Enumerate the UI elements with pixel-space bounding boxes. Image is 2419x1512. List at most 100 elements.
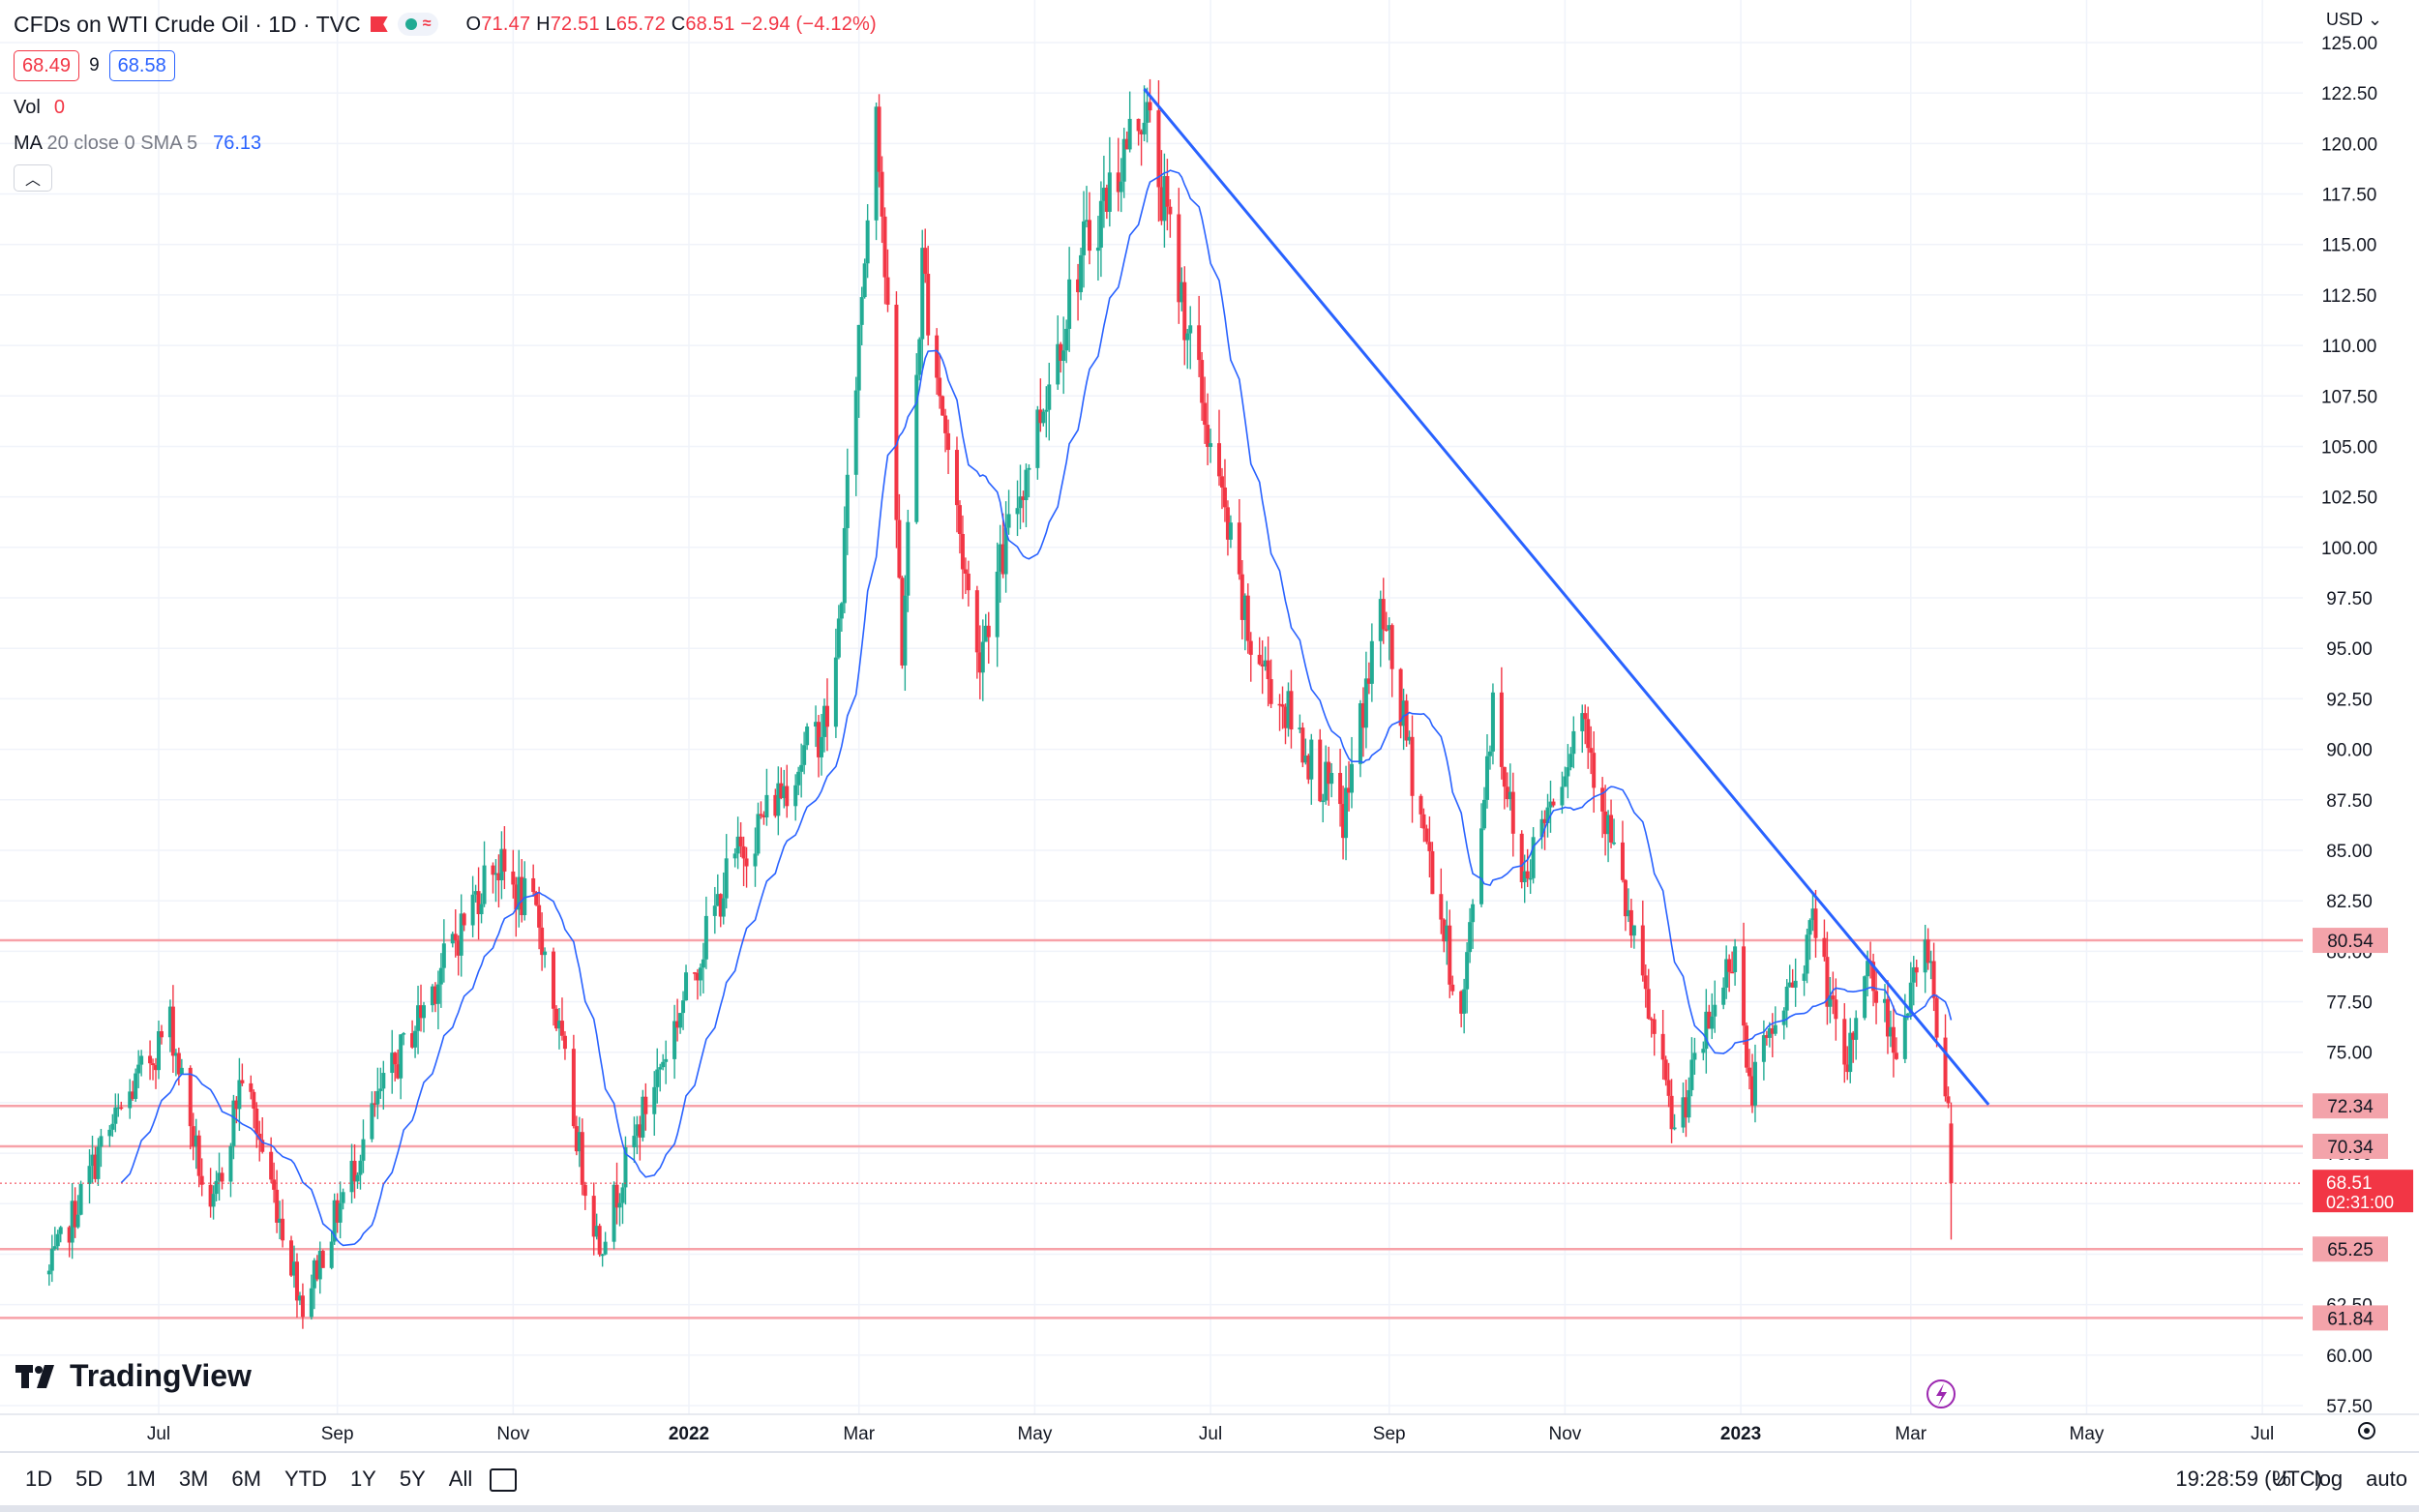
candle <box>297 1291 302 1306</box>
axis-tool-percent[interactable]: % <box>2272 1467 2291 1491</box>
price-tick: 57.50 <box>2326 1397 2373 1417</box>
candle <box>194 1118 198 1170</box>
time-tick: Jul <box>2251 1424 2274 1444</box>
axis-tool-auto[interactable]: auto <box>2366 1467 2407 1491</box>
candle <box>1079 247 1084 301</box>
candle <box>154 1057 159 1089</box>
lightning-icon[interactable] <box>1926 1379 1956 1408</box>
timeframe-3m[interactable]: 3M <box>178 1467 209 1491</box>
flag-icon[interactable] <box>370 16 388 32</box>
candle <box>782 769 787 809</box>
settings-icon[interactable] <box>2358 1422 2375 1439</box>
candle <box>1851 1030 1856 1063</box>
candle <box>73 1187 77 1238</box>
candle <box>799 743 804 798</box>
price-tick: 90.00 <box>2326 741 2373 761</box>
collapse-legend-button[interactable]: ︿ <box>14 164 52 192</box>
market-open-dot-icon <box>404 18 417 30</box>
candle <box>1064 319 1069 364</box>
market-status-pill[interactable]: ≈ <box>397 13 439 36</box>
buy-price-button[interactable]: 68.58 <box>108 50 175 81</box>
sell-price-button[interactable]: 68.49 <box>14 50 80 81</box>
candle <box>1378 590 1383 667</box>
candle <box>856 324 861 418</box>
price-chart[interactable]: USD ⌄57.5060.0062.5065.0067.5070.0072.50… <box>0 0 2419 1451</box>
candle <box>756 802 761 856</box>
ma-indicator[interactable]: MA 20 close 0 SMA 5 76.13 <box>14 133 262 154</box>
time-tick: Sep <box>321 1424 354 1444</box>
candle <box>1510 772 1515 857</box>
candle <box>1421 808 1426 843</box>
candle <box>1286 682 1291 737</box>
tradingview-logo[interactable]: TradingView <box>15 1358 252 1394</box>
candle <box>1206 393 1210 465</box>
candle <box>1448 909 1452 998</box>
candle <box>496 854 501 908</box>
candle <box>502 826 507 890</box>
candle <box>1047 362 1052 441</box>
candle <box>1021 490 1026 523</box>
candle <box>1300 722 1305 768</box>
candle <box>1061 316 1066 395</box>
candle <box>1006 489 1011 535</box>
tradingview-logo-icon <box>15 1364 54 1388</box>
price-tick: 60.00 <box>2326 1347 2373 1367</box>
candle <box>1551 798 1556 808</box>
level-label: 72.34 <box>2327 1097 2374 1117</box>
candle <box>479 893 484 924</box>
candle <box>1119 158 1123 213</box>
calendar-range-icon[interactable] <box>490 1468 517 1492</box>
candle <box>1116 137 1120 212</box>
candle <box>1742 922 1747 1045</box>
candle <box>393 1052 398 1082</box>
candle <box>1410 715 1415 823</box>
symbol-title[interactable]: CFDs on WTI Crude Oil · 1D · TVC <box>14 11 361 37</box>
candle <box>272 1162 277 1203</box>
candle <box>470 875 475 937</box>
volume-indicator[interactable]: Vol 0 <box>14 97 65 118</box>
candle <box>1107 136 1112 227</box>
candle <box>845 448 850 555</box>
candle <box>620 1182 625 1225</box>
timeframe-ytd[interactable]: YTD <box>284 1467 327 1491</box>
candle <box>312 1258 316 1310</box>
clock[interactable]: 19:28:59 (UTC) <box>2175 1467 2322 1491</box>
candle <box>571 1034 576 1129</box>
candle <box>562 1030 567 1060</box>
candle <box>678 1013 683 1034</box>
candle <box>1914 959 1919 988</box>
timeframe-1d[interactable]: 1D <box>25 1467 53 1491</box>
axis-tool-log[interactable]: log <box>2314 1467 2344 1491</box>
candle <box>1003 501 1008 593</box>
change-value: −2.94 (−4.12%) <box>740 13 877 35</box>
candle <box>291 1245 296 1289</box>
candle <box>632 1116 637 1163</box>
candle <box>554 1005 558 1031</box>
candle <box>877 94 881 188</box>
timeframe-5y[interactable]: 5Y <box>399 1467 426 1491</box>
candle <box>159 1024 164 1045</box>
candle <box>517 849 522 928</box>
candle <box>764 768 769 826</box>
candle <box>1321 793 1326 823</box>
candle <box>1095 216 1100 282</box>
timeframe-5d[interactable]: 5D <box>75 1467 104 1491</box>
candle <box>773 788 778 818</box>
candle <box>1056 315 1060 390</box>
timeframe-1y[interactable]: 1Y <box>349 1467 376 1491</box>
timeframe-all[interactable]: All <box>448 1467 473 1491</box>
timeframe-1m[interactable]: 1M <box>126 1467 156 1491</box>
candle <box>482 841 487 907</box>
candle <box>1583 704 1588 745</box>
candle <box>603 1231 608 1256</box>
candle <box>473 884 478 903</box>
candle <box>1848 1018 1853 1083</box>
candle <box>1203 376 1208 444</box>
candle <box>980 619 985 701</box>
candle <box>355 1171 360 1189</box>
ohlc-values: O71.47 H72.51 L65.72 C68.51 −2.94 (−4.12… <box>465 13 877 35</box>
candle <box>1035 405 1040 480</box>
candle <box>410 1020 415 1050</box>
candle <box>1790 968 1795 989</box>
timeframe-6m[interactable]: 6M <box>231 1467 261 1491</box>
